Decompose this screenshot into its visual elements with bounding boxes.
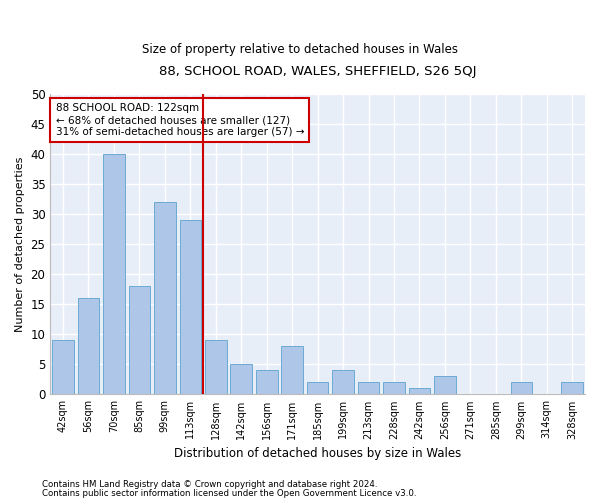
Title: 88, SCHOOL ROAD, WALES, SHEFFIELD, S26 5QJ: 88, SCHOOL ROAD, WALES, SHEFFIELD, S26 5… <box>159 65 476 78</box>
Bar <box>128 286 150 395</box>
Bar <box>358 382 379 394</box>
Bar <box>281 346 303 395</box>
Bar <box>103 154 125 394</box>
Bar <box>230 364 252 394</box>
Y-axis label: Number of detached properties: Number of detached properties <box>15 157 25 332</box>
X-axis label: Distribution of detached houses by size in Wales: Distribution of detached houses by size … <box>174 447 461 460</box>
Bar <box>383 382 405 394</box>
Bar <box>511 382 532 394</box>
Bar <box>179 220 201 394</box>
Bar <box>154 202 176 394</box>
Bar <box>562 382 583 394</box>
Text: 88 SCHOOL ROAD: 122sqm
← 68% of detached houses are smaller (127)
31% of semi-de: 88 SCHOOL ROAD: 122sqm ← 68% of detached… <box>56 104 304 136</box>
Bar <box>434 376 456 394</box>
Bar <box>307 382 328 394</box>
Bar <box>52 340 74 394</box>
Bar <box>256 370 278 394</box>
Text: Contains public sector information licensed under the Open Government Licence v3: Contains public sector information licen… <box>42 488 416 498</box>
Bar <box>409 388 430 394</box>
Text: Contains HM Land Registry data © Crown copyright and database right 2024.: Contains HM Land Registry data © Crown c… <box>42 480 377 489</box>
Text: Size of property relative to detached houses in Wales: Size of property relative to detached ho… <box>142 42 458 56</box>
Bar <box>205 340 227 394</box>
Bar <box>332 370 354 394</box>
Bar <box>77 298 100 394</box>
